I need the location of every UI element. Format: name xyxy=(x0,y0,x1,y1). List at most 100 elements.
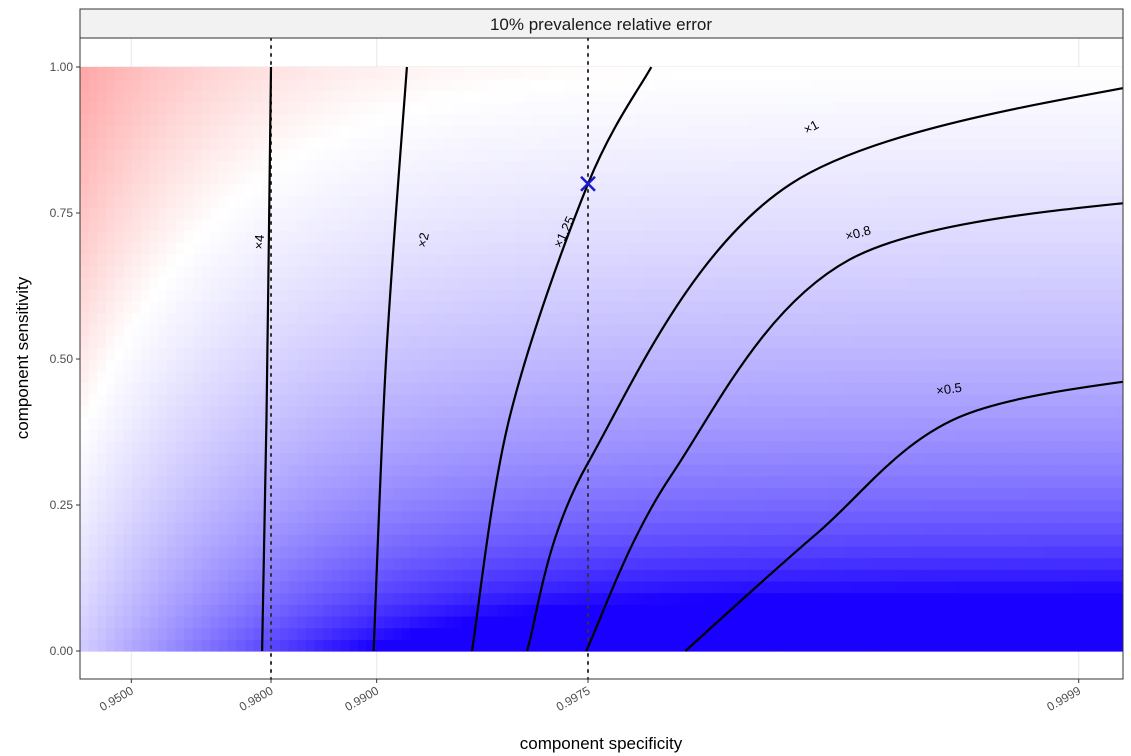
heatmap-tile xyxy=(227,230,238,243)
heatmap-tile xyxy=(618,335,629,348)
heatmap-tile xyxy=(505,160,516,173)
heatmap-tile xyxy=(723,475,733,489)
heatmap-tile xyxy=(897,148,907,162)
heatmap-tile xyxy=(740,429,750,442)
heatmap-tile xyxy=(271,300,281,313)
heatmap-tile xyxy=(184,253,194,267)
heatmap-tile xyxy=(723,242,733,255)
heatmap-tile xyxy=(288,557,298,570)
heatmap-tile xyxy=(731,405,742,418)
heatmap-tile xyxy=(940,312,950,325)
heatmap-tile xyxy=(140,359,151,372)
heatmap-tile xyxy=(627,78,637,91)
heatmap-tile xyxy=(418,394,429,407)
heatmap-tile xyxy=(514,207,524,220)
heatmap-tile xyxy=(349,67,359,80)
heatmap-tile xyxy=(488,125,498,138)
heatmap-tile xyxy=(166,195,177,208)
heatmap-tile xyxy=(514,148,524,162)
heatmap-tile xyxy=(905,405,915,418)
heatmap-tile xyxy=(888,67,898,80)
heatmap-tile xyxy=(271,277,281,290)
heatmap-tile xyxy=(219,195,229,208)
heatmap-tile xyxy=(618,639,629,652)
heatmap-tile xyxy=(601,580,611,594)
heatmap-tile xyxy=(514,615,524,629)
heatmap-tile xyxy=(731,557,742,570)
heatmap-tile xyxy=(436,207,446,220)
heatmap-tile xyxy=(636,323,646,337)
heatmap-tile xyxy=(940,510,950,524)
heatmap-tile xyxy=(401,569,411,582)
heatmap-tile xyxy=(88,137,98,150)
heatmap-tile xyxy=(870,288,881,302)
heatmap-tile xyxy=(436,370,446,383)
heatmap-tile xyxy=(523,592,533,605)
heatmap-tile xyxy=(610,288,620,302)
heatmap-tile xyxy=(418,172,429,185)
heatmap-tile xyxy=(671,323,681,337)
heatmap-tile xyxy=(888,382,898,395)
heatmap-tile xyxy=(227,522,238,535)
heatmap-tile xyxy=(332,557,342,570)
heatmap-tile xyxy=(471,113,481,126)
heatmap-tile xyxy=(610,242,620,255)
heatmap-tile xyxy=(305,429,316,442)
heatmap-tile xyxy=(471,125,481,138)
heatmap-tile xyxy=(158,218,168,232)
heatmap-tile xyxy=(80,359,90,372)
heatmap-tile xyxy=(349,172,359,185)
heatmap-tile xyxy=(445,580,455,594)
heatmap-tile xyxy=(227,207,238,220)
heatmap-tile xyxy=(644,265,655,278)
heatmap-tile xyxy=(514,627,524,640)
heatmap-tile xyxy=(757,405,768,418)
heatmap-tile xyxy=(123,183,133,197)
heatmap-tile xyxy=(558,265,568,278)
heatmap-tile xyxy=(418,475,429,489)
heatmap-tile xyxy=(714,218,724,232)
heatmap-tile xyxy=(227,218,238,232)
heatmap-tile xyxy=(757,464,768,477)
heatmap-tile xyxy=(253,312,264,325)
heatmap-tile xyxy=(757,335,768,348)
heatmap-tile xyxy=(705,580,716,594)
heatmap-tile xyxy=(166,323,177,337)
heatmap-tile xyxy=(653,78,663,91)
heatmap-tile xyxy=(636,312,646,325)
heatmap-tile xyxy=(688,148,698,162)
heatmap-tile xyxy=(923,639,933,652)
heatmap-tile xyxy=(575,78,585,91)
heatmap-tile xyxy=(584,382,594,395)
heatmap-tile xyxy=(262,78,272,91)
heatmap-tile xyxy=(305,67,316,80)
heatmap-tile xyxy=(201,288,211,302)
heatmap-tile xyxy=(314,604,324,617)
heatmap-tile xyxy=(445,347,455,360)
heatmap-tile xyxy=(844,183,855,197)
heatmap-tile xyxy=(488,113,498,126)
heatmap-tile xyxy=(514,557,524,570)
heatmap-tile xyxy=(245,323,255,337)
heatmap-tile xyxy=(671,417,681,430)
heatmap-tile xyxy=(462,499,472,512)
heatmap-tile xyxy=(914,253,924,267)
heatmap-tile xyxy=(401,323,411,337)
heatmap-tile xyxy=(314,323,324,337)
heatmap-tile xyxy=(853,230,863,243)
heatmap-tile xyxy=(123,359,133,372)
heatmap-tile xyxy=(575,323,585,337)
heatmap-tile xyxy=(279,580,290,594)
heatmap-tile xyxy=(618,113,629,126)
heatmap-tile xyxy=(627,452,637,465)
heatmap-tile xyxy=(462,417,472,430)
heatmap-tile xyxy=(140,464,151,477)
heatmap-tile xyxy=(757,218,768,232)
heatmap-tile xyxy=(784,90,794,103)
heatmap-tile xyxy=(810,172,820,185)
heatmap-tile xyxy=(888,218,898,232)
heatmap-tile xyxy=(340,90,351,103)
heatmap-tile xyxy=(775,347,785,360)
heatmap-tile xyxy=(827,90,837,103)
heatmap-tile xyxy=(236,499,246,512)
